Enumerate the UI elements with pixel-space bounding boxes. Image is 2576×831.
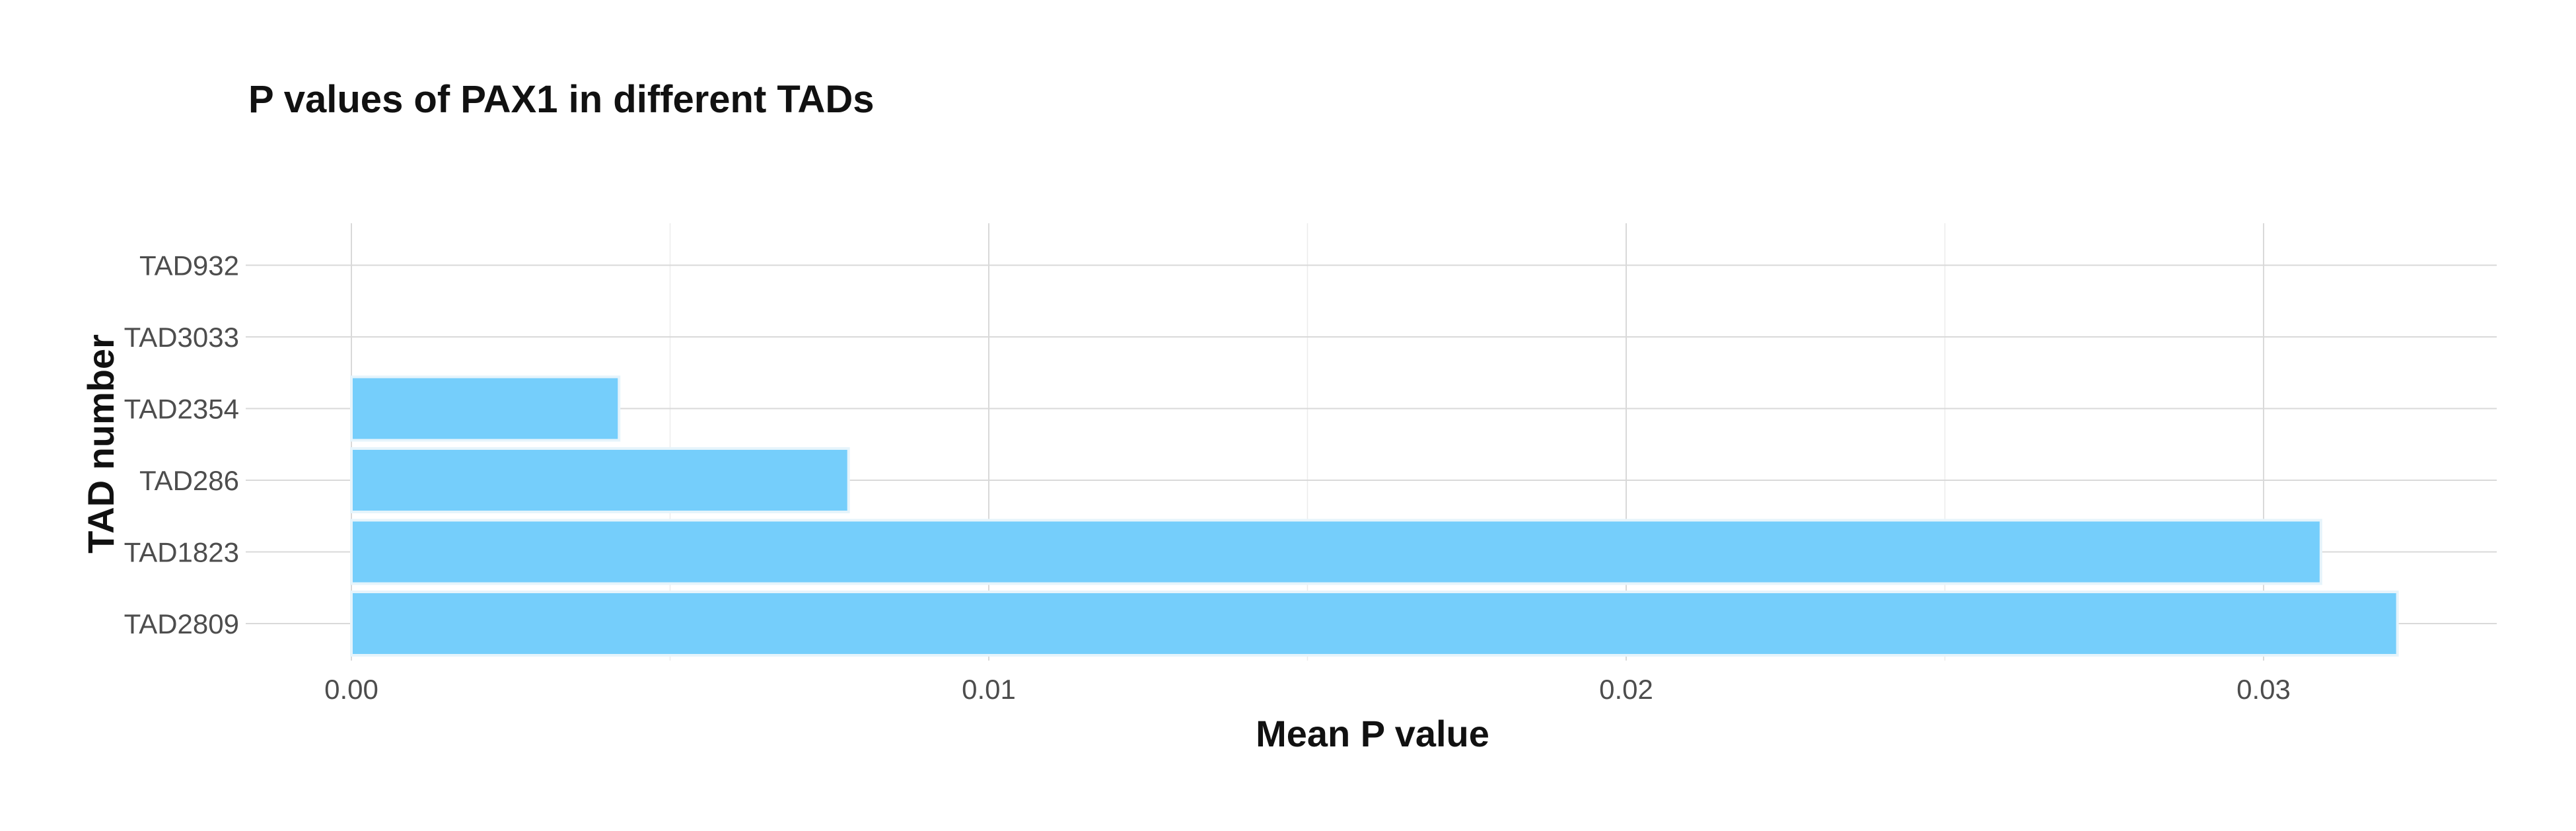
- x-tick-label: 0.00: [324, 674, 378, 705]
- bars-layer: [350, 375, 2399, 657]
- x-axis-tick-labels: 0.00 0.01 0.02 0.03: [324, 674, 2291, 705]
- x-axis-title: Mean P value: [1256, 713, 1489, 754]
- bar: [350, 519, 2322, 585]
- y-axis-tick-labels: TAD2809 TAD1823 TAD286 TAD2354 TAD3033 TAD932: [124, 250, 239, 640]
- y-tick-label: TAD932: [139, 250, 239, 281]
- bar: [350, 447, 850, 513]
- bar: [350, 591, 2399, 657]
- bar: [350, 375, 621, 442]
- y-tick-label: TAD1823: [124, 537, 239, 568]
- chart-title: P values of PAX1 in different TADs: [248, 78, 875, 121]
- y-tick-label: TAD2354: [124, 394, 239, 425]
- x-tick-label: 0.01: [962, 674, 1016, 705]
- x-tick-label: 0.03: [2236, 674, 2291, 705]
- x-tick-label: 0.02: [1599, 674, 1653, 705]
- y-tick-label: TAD2809: [124, 608, 239, 639]
- y-tick-label: TAD286: [139, 465, 239, 496]
- y-axis-title: TAD number: [80, 334, 122, 554]
- y-tick-label: TAD3033: [124, 322, 239, 353]
